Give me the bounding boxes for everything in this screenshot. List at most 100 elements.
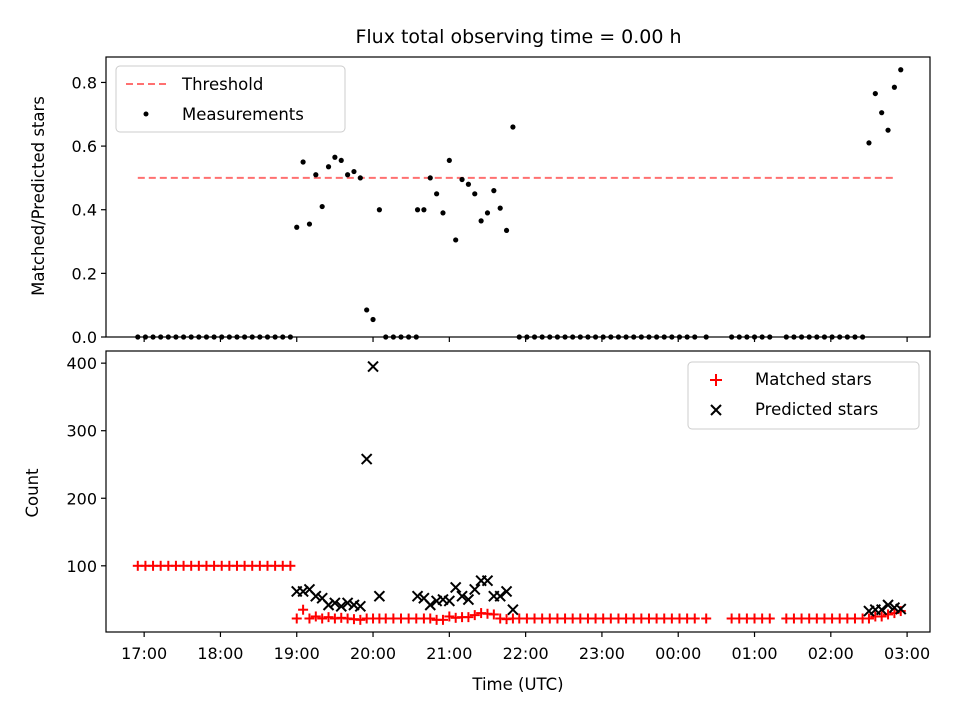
y-tick-label: 0.0 (72, 328, 97, 347)
predicted-marker-b (888, 601, 901, 614)
measurement-point (491, 188, 497, 194)
predicted-marker-b (322, 599, 335, 611)
predicted-star-marker (895, 603, 907, 615)
y-tick-label: 0.8 (72, 73, 97, 92)
measurement-point (866, 140, 872, 146)
predicted-star-marker (507, 604, 519, 616)
predicted-marker-b (449, 581, 462, 594)
legend-threshold-label: Threshold (181, 75, 263, 94)
matched-star-marker (323, 612, 334, 623)
predicted-star-marker (424, 599, 436, 611)
bottom-plot-area: 100 200 300 400 17:00 18:00 19:00 20:00 21:00 22:… (66, 354, 930, 663)
matched-star-marker (863, 613, 874, 624)
matched-star-marker (444, 611, 455, 622)
chart-title: Flux total observing time = 0.00 h (355, 26, 681, 48)
predicted-star-marker (354, 600, 367, 613)
predicted-marker-b (462, 593, 475, 606)
y-tick-label: 100 (66, 557, 97, 576)
predicted-marker-b (418, 592, 430, 604)
predicted-marker-b (367, 360, 379, 373)
legend-measurements-swatch (143, 111, 149, 117)
predicted-marker-b (297, 585, 309, 598)
predicted-star-marker (322, 599, 335, 611)
y-axis-label: Matched/Predicted stars (29, 96, 48, 296)
top-plot-frame (105, 56, 931, 338)
matched-star-marker (764, 613, 775, 624)
y-tick-label: 0.6 (72, 137, 97, 156)
measurement-point (872, 90, 878, 97)
matched-star-marker (876, 611, 887, 622)
predicted-marker-b (437, 593, 449, 606)
measurement-point (313, 172, 319, 178)
legend-box (687, 361, 920, 430)
legend-predicted-label: Predicted stars (755, 400, 878, 419)
predicted-marker-b (481, 574, 494, 587)
matched-star-marker (463, 612, 474, 623)
measurement-point (459, 176, 465, 183)
measurement-point (294, 224, 300, 230)
measurement-point (364, 307, 370, 313)
x-tick-label: 23:00 (579, 644, 625, 663)
predicted-marker-b (500, 585, 513, 598)
legend-measurements-label: Measurements (182, 105, 304, 124)
measurement-point (503, 227, 510, 234)
predicted-star-marker (411, 590, 424, 602)
measurement-point (414, 207, 421, 213)
legend-matched-label: Matched stars (755, 370, 872, 389)
x-tick-label: 22:00 (503, 644, 549, 663)
bottom-legend: Matched stars Predicted stars (687, 361, 920, 430)
predicted-star-marker (462, 593, 475, 606)
matched-star-marker (298, 604, 309, 615)
matched-star-marker (425, 613, 436, 624)
ratio-chart: Flux total observing time = 0.00 h Match… (29, 26, 931, 347)
matched-star-marker (285, 560, 296, 571)
predicted-marker-b (456, 590, 468, 602)
predicted-star-marker (494, 590, 506, 602)
predicted-marker-b (341, 597, 354, 609)
predicted-star-marker (481, 574, 494, 587)
predicted-marker-b (316, 592, 328, 604)
predicted-marker-b (354, 600, 367, 613)
predicted-marker-b (424, 599, 436, 611)
matched-star-marker (437, 614, 448, 625)
legend-matched-swatch (710, 374, 722, 386)
measurement-point (440, 210, 446, 216)
measurement-point (357, 175, 363, 181)
measurement-point (306, 221, 313, 227)
measurement-point (300, 159, 306, 165)
bottom-plot-frame (105, 350, 931, 633)
x-tick-label: 00:00 (655, 644, 701, 663)
predicted-star-marker (341, 597, 354, 609)
legend-predicted-swatch (710, 404, 722, 416)
y-tick-label: 300 (66, 422, 97, 441)
predicted-marker-b (310, 590, 322, 602)
matched-star-marker (488, 609, 499, 620)
matched-star-marker (701, 613, 712, 624)
measurement-point (325, 164, 332, 170)
matched-star-marker (689, 613, 700, 624)
measurement-point (898, 67, 904, 73)
measurement-point (885, 127, 891, 133)
measurement-point (421, 207, 427, 213)
x-tick-label: 21:00 (426, 644, 472, 663)
matched-star-marker (355, 614, 366, 625)
predicted-star-marker (335, 600, 347, 613)
y-tick-label: 0.4 (72, 201, 97, 220)
predicted-marker-b (469, 583, 481, 596)
x-tick-label: 20:00 (350, 644, 396, 663)
matched-star-marker (883, 609, 894, 620)
y-axis-label: Count (23, 468, 42, 518)
predicted-star-marker (882, 599, 894, 611)
measurement-point (370, 316, 376, 323)
x-tick-label: 17:00 (121, 644, 167, 663)
predicted-marker-b (875, 604, 888, 616)
top-legend: Threshold Measurements (115, 65, 346, 133)
predicted-marker-b (411, 590, 424, 602)
predicted-star-marker (367, 360, 379, 373)
matched-star-marker (291, 613, 302, 624)
measurement-point (332, 154, 338, 160)
measurement-point (338, 157, 344, 164)
predicted-star-marker (297, 585, 309, 598)
measurement-point (484, 210, 491, 216)
